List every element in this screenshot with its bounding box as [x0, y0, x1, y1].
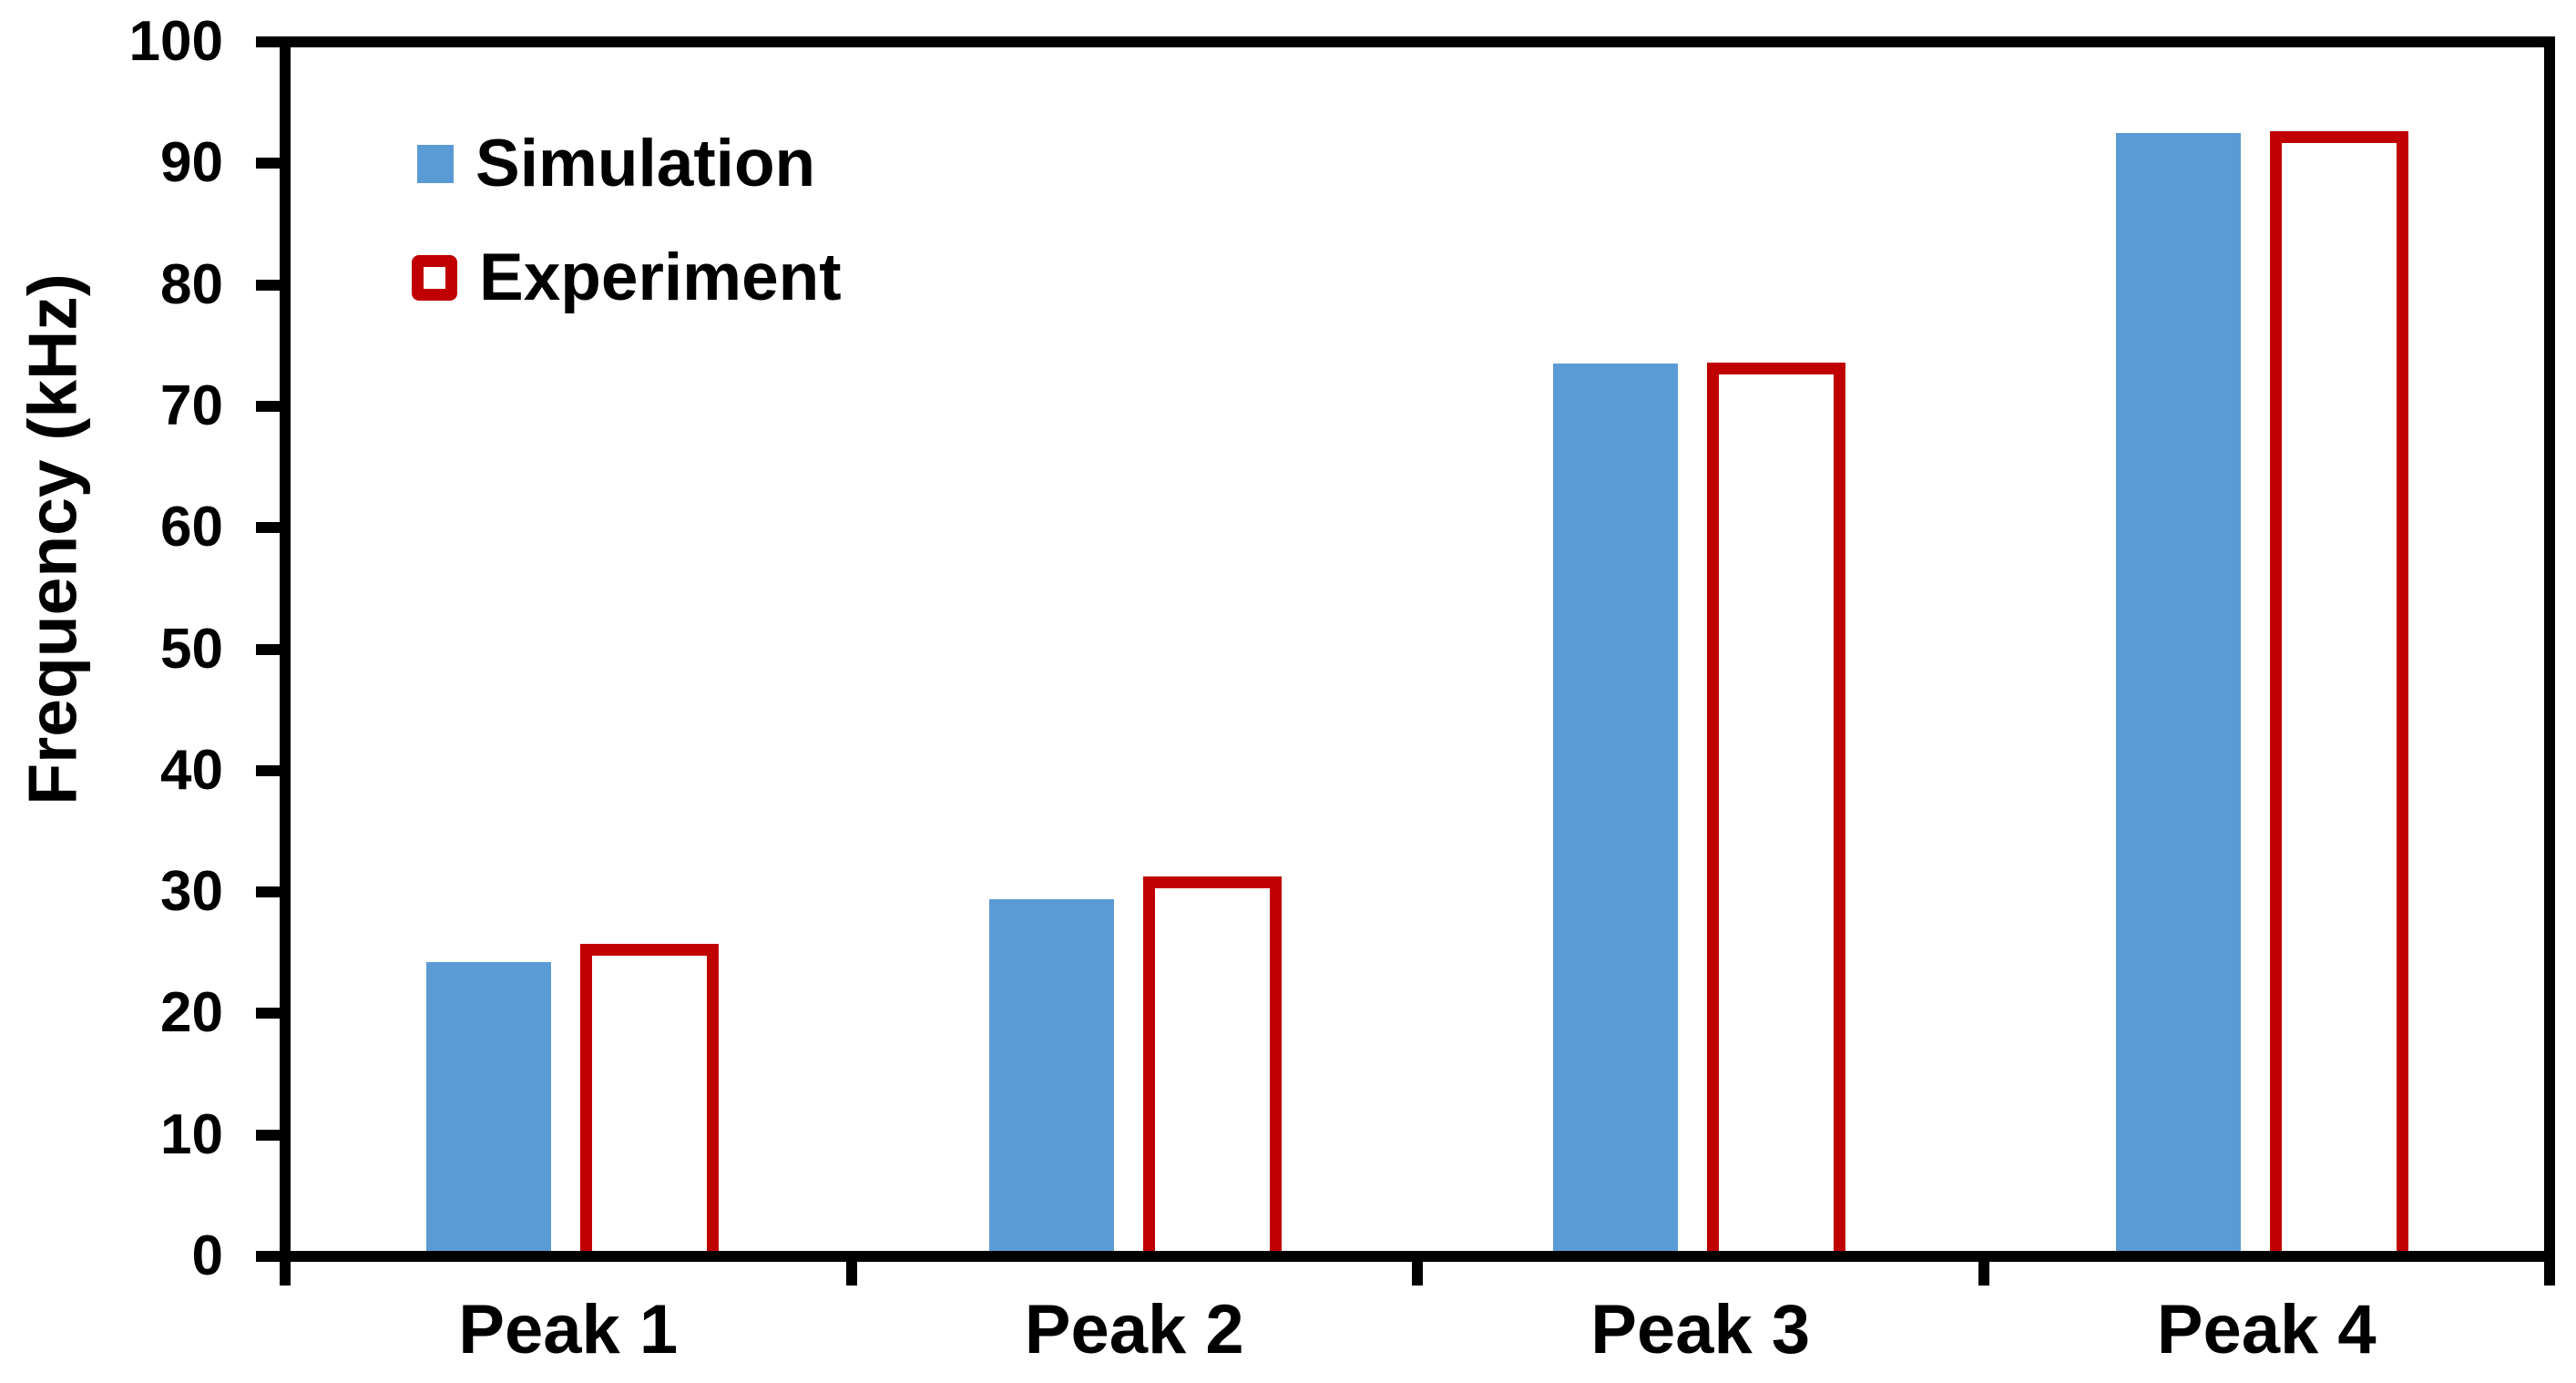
- y-axis-tick: [256, 400, 280, 412]
- legend-item-experiment: Experiment: [412, 240, 842, 316]
- y-axis-tick: [256, 1008, 280, 1019]
- y-axis-tick-label: 30: [160, 860, 223, 924]
- y-axis-tick-label: 70: [160, 374, 223, 437]
- plot-area: [280, 36, 2555, 1262]
- y-axis-tick: [256, 36, 280, 47]
- y-axis-tick-label: 10: [160, 1102, 223, 1166]
- y-axis-tick: [256, 886, 280, 898]
- legend-label-experiment: Experiment: [479, 240, 842, 314]
- y-axis-tick: [256, 643, 280, 655]
- y-axis-tick-label: 100: [128, 10, 223, 73]
- x-axis-category-label: Peak 1: [458, 1291, 679, 1368]
- bar-experiment-peak-1: [579, 944, 719, 1251]
- bar-experiment-peak-2: [1143, 876, 1283, 1251]
- x-axis-tick: [845, 1262, 857, 1286]
- bar-simulation-peak-3: [1552, 364, 1678, 1251]
- bar-simulation-peak-1: [425, 961, 551, 1251]
- x-axis-category-label: Peak 3: [1590, 1291, 1811, 1368]
- x-axis-tick: [1978, 1262, 1989, 1286]
- legend-item-simulation: Simulation: [412, 126, 842, 202]
- legend-label-simulation: Simulation: [475, 126, 816, 200]
- y-axis-tick: [256, 764, 280, 776]
- y-axis-tick: [256, 279, 280, 291]
- bar-simulation-peak-4: [2116, 132, 2242, 1251]
- x-axis-category-label: Peak 2: [1024, 1291, 1244, 1368]
- bar-experiment-peak-4: [2270, 131, 2409, 1251]
- y-axis-tick: [256, 158, 280, 169]
- y-axis-tick-label: 0: [191, 1224, 223, 1287]
- y-axis-tick-label: 60: [160, 496, 223, 559]
- y-axis-tick: [256, 522, 280, 534]
- y-axis-tick-label: 40: [160, 738, 223, 802]
- y-axis-tick-label: 90: [160, 131, 223, 195]
- x-axis-tick: [1412, 1262, 1423, 1286]
- y-axis-tick-label: 20: [160, 981, 223, 1045]
- legend: Simulation Experiment: [412, 126, 842, 316]
- x-axis-tick: [280, 1262, 291, 1286]
- bar-experiment-peak-3: [1706, 363, 1845, 1251]
- bar-simulation-peak-2: [989, 899, 1115, 1251]
- y-axis-tick-label: 80: [160, 252, 223, 316]
- y-axis-tick: [256, 1129, 280, 1141]
- y-axis-tick-label: 50: [160, 617, 223, 681]
- x-axis-category-label: Peak 4: [2156, 1291, 2377, 1368]
- y-axis-tick: [256, 1251, 280, 1262]
- outlined-square-experiment-icon: [412, 255, 457, 301]
- filled-square-simulation-icon: [417, 145, 454, 183]
- x-axis-tick: [2544, 1262, 2555, 1286]
